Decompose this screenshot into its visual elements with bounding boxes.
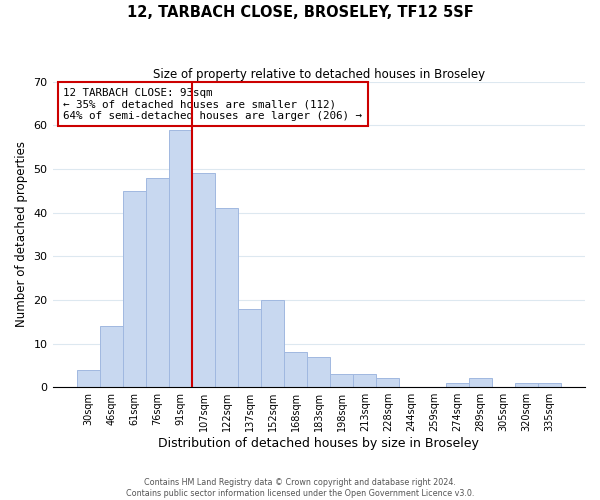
- Text: 12, TARBACH CLOSE, BROSELEY, TF12 5SF: 12, TARBACH CLOSE, BROSELEY, TF12 5SF: [127, 5, 473, 20]
- Bar: [100, 326, 123, 387]
- Bar: [123, 191, 146, 387]
- Bar: [353, 374, 376, 387]
- Bar: [169, 130, 192, 387]
- Bar: [376, 378, 400, 387]
- Bar: [261, 300, 284, 387]
- Bar: [446, 383, 469, 387]
- Bar: [515, 383, 538, 387]
- Bar: [215, 208, 238, 387]
- Bar: [538, 383, 561, 387]
- X-axis label: Distribution of detached houses by size in Broseley: Distribution of detached houses by size …: [158, 437, 479, 450]
- Bar: [146, 178, 169, 387]
- Bar: [192, 174, 215, 387]
- Bar: [284, 352, 307, 387]
- Title: Size of property relative to detached houses in Broseley: Size of property relative to detached ho…: [153, 68, 485, 80]
- Bar: [238, 308, 261, 387]
- Y-axis label: Number of detached properties: Number of detached properties: [15, 142, 28, 328]
- Bar: [77, 370, 100, 387]
- Bar: [469, 378, 491, 387]
- Bar: [307, 356, 330, 387]
- Text: 12 TARBACH CLOSE: 93sqm
← 35% of detached houses are smaller (112)
64% of semi-d: 12 TARBACH CLOSE: 93sqm ← 35% of detache…: [63, 88, 362, 121]
- Bar: [330, 374, 353, 387]
- Text: Contains HM Land Registry data © Crown copyright and database right 2024.
Contai: Contains HM Land Registry data © Crown c…: [126, 478, 474, 498]
